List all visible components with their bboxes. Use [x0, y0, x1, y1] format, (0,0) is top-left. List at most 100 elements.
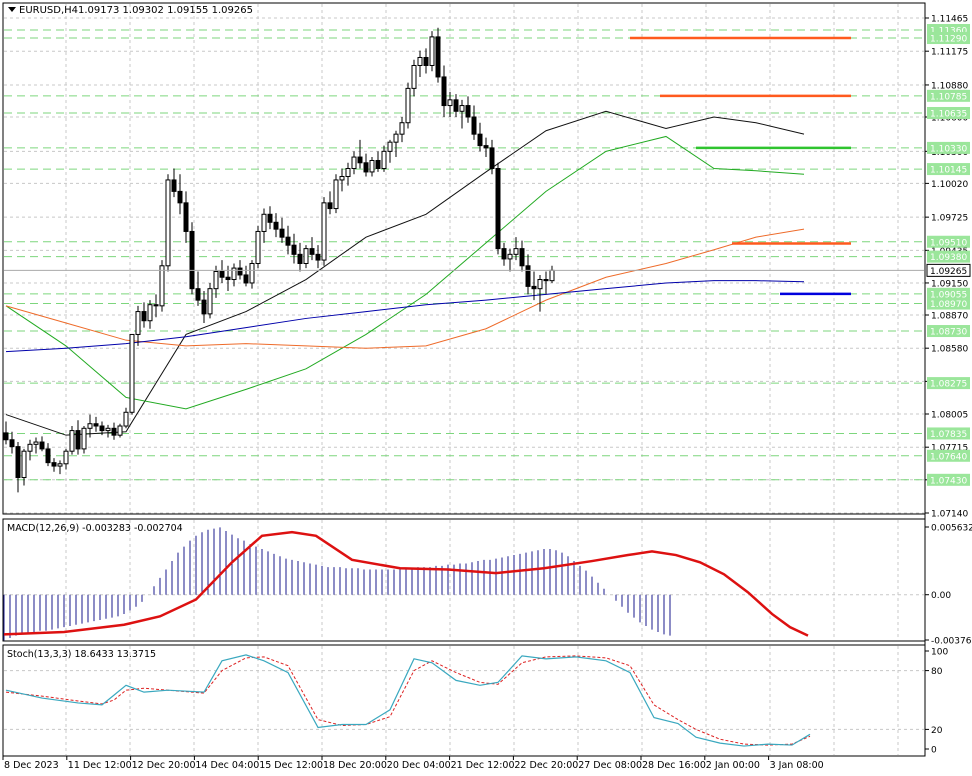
candle-body: [363, 162, 369, 173]
current-price-tag: [926, 263, 971, 277]
candle-body: [171, 179, 177, 192]
level-tag-bg: [927, 377, 970, 390]
support-resistance-lines: [4, 29, 924, 481]
candle-body: [183, 202, 189, 232]
level-tag-label: 1.07640: [930, 452, 967, 462]
price-tick-label: 1.08005: [931, 411, 968, 421]
candle-body: [369, 159, 375, 173]
candle-body: [27, 443, 33, 452]
candle-body: [267, 213, 273, 223]
candle-body: [15, 446, 21, 479]
candle-body: [501, 248, 507, 260]
candle-body: [57, 463, 63, 467]
candle-body: [243, 274, 249, 284]
candle-body: [63, 450, 69, 465]
candle-body: [543, 279, 549, 282]
time-tick-label: 22 Dec 20:00: [514, 760, 578, 771]
level-tag-bg: [927, 106, 970, 119]
candle-body: [489, 147, 495, 170]
macd-axis: 0.005632 0.00 -0.003766: [925, 524, 972, 647]
candle-body: [375, 159, 381, 170]
candle-body: [111, 427, 117, 436]
candle-body: [519, 248, 525, 267]
candle-body: [327, 202, 333, 210]
candle-body: [21, 450, 27, 479]
candle-body: [153, 304, 159, 307]
level-tag-bg: [927, 325, 970, 338]
ohlc-label: 1.09173 1.09302 1.09155 1.09265: [78, 5, 253, 16]
candle-body: [447, 99, 453, 107]
candle-body: [435, 36, 441, 78]
level-tag-label: 1.10330: [930, 144, 967, 154]
candle-body: [213, 271, 219, 290]
candle-body: [195, 288, 201, 301]
candle-body: [531, 285, 537, 290]
candle-body: [309, 248, 315, 255]
stochastic-label: Stoch(13,3,3) 18.6433 13.3715: [7, 649, 156, 660]
candle-body: [39, 441, 45, 450]
candle-body: [321, 202, 327, 261]
candle-body: [3, 432, 9, 441]
moving-average-0: [5, 110, 805, 436]
level-tag-bg: [927, 89, 970, 102]
candle-body: [417, 56, 423, 66]
candle-body: [411, 64, 417, 89]
stochastic-panel[interactable]: Stoch(13,3,3) 18.6433 13.3715: [2, 644, 926, 757]
time-tick-label: 14 Dec 04:00: [195, 760, 259, 771]
level-tag-label: 1.09510: [930, 238, 967, 248]
candle-body: [225, 276, 231, 281]
level-tag-bg: [927, 287, 970, 300]
candle-body: [513, 248, 519, 255]
candle-body: [69, 430, 75, 452]
candle-body: [483, 145, 489, 149]
candle-body: [99, 425, 105, 432]
candle-body: [93, 423, 99, 427]
candle-body: [297, 253, 303, 264]
main-panel[interactable]: EURUSD,H4 1.09173 1.09302 1.09155 1.0926…: [2, 2, 926, 515]
price-tick-label: 1.07715: [931, 444, 968, 454]
moving-average-2: [5, 228, 805, 349]
symbol-menu-icon[interactable]: [8, 7, 16, 12]
level-tag-label: 1.07430: [930, 476, 967, 486]
time-tick-label: 12 Dec 20:00: [132, 760, 196, 771]
time-tick-label: 2 Jan 00:00: [706, 760, 760, 771]
time-tick-label: 27 Dec 08:00: [578, 760, 642, 771]
stochastic-tick-label: 80: [931, 667, 943, 677]
candle-body: [123, 411, 129, 427]
moving-average-1: [5, 135, 805, 410]
price-tick-label: 1.07140: [931, 510, 968, 520]
candle-body: [105, 427, 111, 432]
time-tick-label: 20 Dec 04:00: [387, 760, 451, 771]
macd-panel[interactable]: MACD(12,26,9) -0.003283 -0.002704: [2, 518, 926, 642]
time-tick-label: 21 Dec 12:00: [451, 760, 515, 771]
symbol-label: EURUSD,H4: [19, 5, 78, 16]
candle-body: [429, 36, 435, 66]
price-tick-label: 1.08870: [931, 312, 968, 322]
candle-body: [231, 267, 237, 281]
macd-histogram: [3, 527, 671, 641]
macd-tick-label: -0.003766: [931, 637, 972, 647]
candle-body: [387, 141, 393, 152]
stochastic-tick-label: 0: [931, 746, 937, 756]
level-tag-bg: [927, 427, 970, 440]
candle-body: [81, 427, 87, 450]
time-tick-label: 28 Dec 16:00: [642, 760, 706, 771]
candle-body: [207, 288, 213, 315]
candle-body: [549, 269, 555, 282]
price-tick-label: 1.10020: [931, 180, 968, 190]
candle-body: [9, 439, 15, 448]
price-tick-label: 1.10880: [931, 81, 968, 91]
candlesticks: [3, 27, 555, 493]
macd-tick-label: 0.005632: [931, 524, 972, 534]
candle-body: [87, 423, 93, 429]
stochastic-tick-label: 100: [931, 648, 948, 658]
candle-body: [45, 448, 51, 464]
moving-average-3: [5, 280, 805, 353]
candle-body: [381, 150, 387, 170]
candle-body: [453, 99, 459, 112]
candle-body: [147, 304, 153, 322]
level-tag-label: 1.08970: [930, 300, 967, 310]
time-tick-label: 18 Dec 20:00: [323, 760, 387, 771]
horizontal-level-segments[interactable]: [630, 36, 851, 296]
